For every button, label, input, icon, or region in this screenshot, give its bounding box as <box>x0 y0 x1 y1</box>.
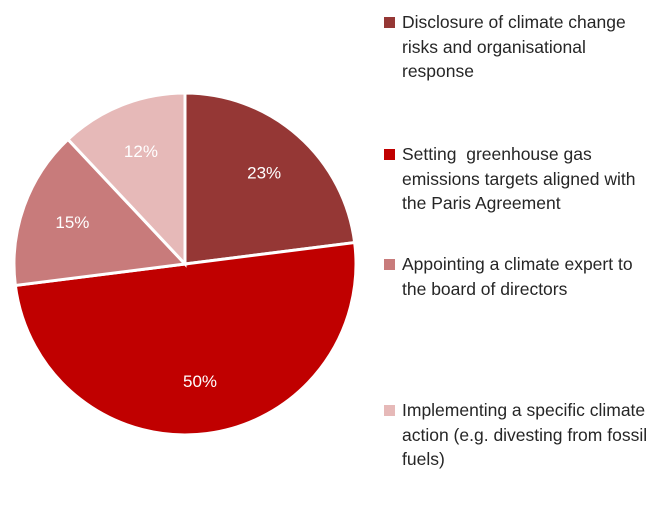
legend-swatch <box>384 149 395 160</box>
legend-swatch <box>384 259 395 270</box>
legend-item: Appointing a climate expert to the board… <box>384 252 654 301</box>
legend-label: Setting greenhouse gas emissions targets… <box>402 144 641 213</box>
legend-item: Setting greenhouse gas emissions targets… <box>384 142 654 216</box>
pie-slice <box>12 137 189 288</box>
legend-label: Implementing a specific climate action (… <box>402 400 652 469</box>
legend-item: Disclosure of climate change risks and o… <box>384 10 654 84</box>
data-label: 23% <box>247 164 281 183</box>
legend-label: Appointing a climate expert to the board… <box>402 254 638 299</box>
pie-slice <box>183 91 357 266</box>
data-label: 15% <box>55 213 89 232</box>
pie-area: 23% 50% 15% 12% <box>12 91 358 437</box>
legend-swatch <box>384 17 395 28</box>
data-label: 12% <box>124 142 158 161</box>
data-label: 50% <box>183 372 217 391</box>
pie-slice <box>65 91 187 268</box>
legend-label: Disclosure of climate change risks and o… <box>402 12 631 81</box>
pie-slice <box>13 240 358 437</box>
legend-swatch <box>384 405 395 416</box>
legend-item: Implementing a specific climate action (… <box>384 398 654 472</box>
